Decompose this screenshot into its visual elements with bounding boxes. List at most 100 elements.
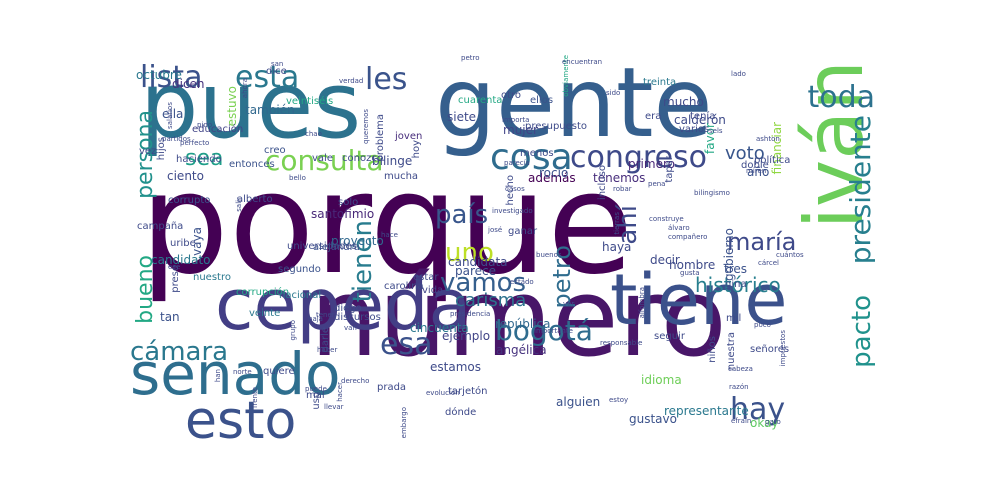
word-135: tener xyxy=(316,311,335,319)
word-168: compañero xyxy=(668,233,708,241)
word-118: incluso xyxy=(597,165,608,201)
word-177: efraín xyxy=(731,417,752,425)
word-18: hay xyxy=(730,392,786,427)
word-134: mal xyxy=(306,390,325,401)
word-139: presidencia xyxy=(450,310,491,318)
word-124: conozco xyxy=(342,153,383,164)
word-12: lista xyxy=(140,60,203,95)
word-15: toda xyxy=(807,80,875,115)
word-150: importa xyxy=(502,116,530,124)
word-137: sido xyxy=(606,89,621,97)
word-3: pues xyxy=(140,55,362,159)
word-178: perfecto xyxy=(180,139,210,147)
word-194: embargo xyxy=(400,407,408,439)
word-23: uno xyxy=(445,238,494,268)
word-7: senado xyxy=(130,340,341,408)
word-105: mil xyxy=(726,313,742,324)
word-151: josé xyxy=(488,226,503,234)
word-127: nuestro xyxy=(193,272,231,283)
word-74: decir xyxy=(650,253,680,267)
word-49: año xyxy=(747,165,770,179)
word-147: evolución xyxy=(426,389,460,397)
word-188: alfombra xyxy=(638,287,646,319)
word-152: frente xyxy=(251,387,259,408)
word-159: haber xyxy=(317,346,338,354)
word-38: tenemos xyxy=(593,171,646,185)
word-125: vale xyxy=(312,153,333,164)
word-64: estamos xyxy=(430,360,481,374)
word-9: cosa xyxy=(490,137,573,178)
word-2: gente xyxy=(435,55,713,159)
word-122: universidades xyxy=(287,241,357,252)
word-180: parecía xyxy=(504,159,530,167)
word-28: maría xyxy=(727,228,797,256)
word-68: candidata xyxy=(448,255,508,269)
word-173: ese xyxy=(168,263,181,271)
word-116: presupuesto xyxy=(525,121,588,132)
word-142: ver xyxy=(563,300,575,308)
word-99: treinta xyxy=(643,77,677,88)
word-35: representante xyxy=(664,404,749,418)
word-11: consulta xyxy=(265,144,384,177)
word-32: voto xyxy=(725,143,765,164)
word-166: baja xyxy=(308,315,323,323)
word-43: candidato xyxy=(151,253,211,267)
word-0: porque xyxy=(140,143,634,306)
word-183: cárcel xyxy=(758,259,779,267)
word-36: república xyxy=(495,317,551,331)
word-196: salir xyxy=(235,197,243,212)
word-89: señores xyxy=(750,344,790,355)
word-91: doble xyxy=(741,160,769,171)
word-92: dice xyxy=(266,66,287,77)
word-185: ahora xyxy=(241,78,249,99)
word-26: tienen xyxy=(348,220,378,303)
word-1: número xyxy=(310,256,727,381)
word-86: entonces xyxy=(229,159,275,170)
word-120: dónde xyxy=(445,407,477,418)
word-41: calderón xyxy=(674,113,726,127)
word-8: esto xyxy=(185,391,297,450)
word-19: bogotá xyxy=(495,314,593,347)
word-95: creo xyxy=(264,145,286,156)
word-171: pena xyxy=(648,180,666,188)
word-56: rocío xyxy=(539,166,569,180)
word-58: octubre xyxy=(136,68,182,82)
word-13: esta xyxy=(235,60,300,95)
word-172: san xyxy=(271,60,284,68)
word-17: pacto xyxy=(847,295,875,368)
word-79: quiere xyxy=(263,366,295,377)
word-37: tan xyxy=(160,310,180,324)
word-84: segundo xyxy=(278,264,321,275)
word-191: pido xyxy=(197,121,213,129)
word-42: proyecto xyxy=(331,234,384,248)
word-21: esa xyxy=(380,327,433,362)
word-198: casos xyxy=(505,185,525,193)
word-96: discursos xyxy=(334,312,381,323)
word-162: álvaro xyxy=(668,224,690,232)
word-cloud: porque número gente pues iván tiene cepeda sena… xyxy=(125,55,875,450)
word-76: educación xyxy=(192,124,244,135)
word-40: también xyxy=(245,103,295,117)
word-187: responsable xyxy=(600,339,643,347)
word-141: cabeza xyxy=(728,365,753,373)
word-24: país xyxy=(435,200,489,230)
word-61: parece xyxy=(455,264,497,278)
word-69: tres xyxy=(724,262,748,276)
word-72: mucho xyxy=(663,95,704,109)
word-101: carolina xyxy=(384,281,424,292)
word-73: haya xyxy=(602,240,632,254)
word-169: petro xyxy=(461,55,480,62)
word-119: hoy xyxy=(411,140,422,159)
word-71: alguien xyxy=(556,395,601,409)
word-53: además xyxy=(528,171,576,185)
word-165: estado xyxy=(510,278,534,286)
word-184: bilingismo xyxy=(694,189,730,197)
word-78: corrupto xyxy=(168,195,211,206)
word-44: cincuenta xyxy=(410,321,469,335)
word-67: estuvo xyxy=(225,86,239,127)
word-90: diego xyxy=(334,303,362,314)
word-161: importante xyxy=(534,327,573,335)
word-114: tapar xyxy=(664,156,675,183)
word-6: cepeda xyxy=(215,264,472,346)
word-179: norte xyxy=(233,368,252,376)
